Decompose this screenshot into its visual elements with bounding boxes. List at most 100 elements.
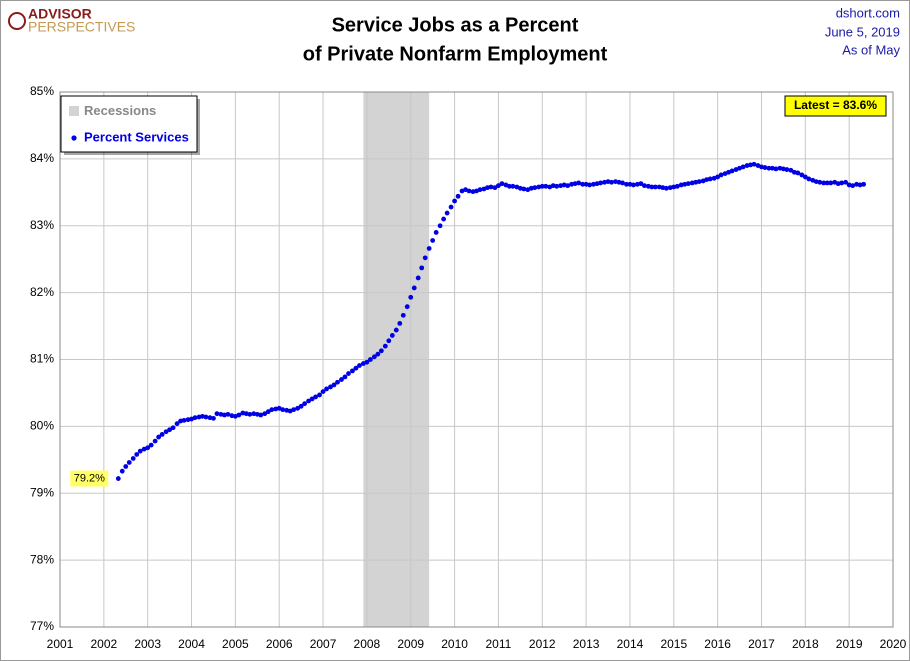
data-point xyxy=(408,294,414,300)
annotation-box xyxy=(70,470,109,487)
data-point xyxy=(718,172,724,178)
data-point xyxy=(324,386,329,392)
x-tick-label: 2019 xyxy=(836,637,863,651)
data-point xyxy=(609,179,614,185)
chart-title: of Private Nonfarm Employment xyxy=(303,43,608,65)
data-point xyxy=(145,445,151,451)
data-point xyxy=(393,327,399,333)
annotation: 79.2% xyxy=(74,472,105,484)
data-point xyxy=(510,183,516,189)
y-tick-label: 80% xyxy=(30,419,54,433)
x-tick-label: 2001 xyxy=(47,637,74,651)
data-point xyxy=(828,180,834,186)
data-point xyxy=(134,452,140,457)
data-point xyxy=(298,403,304,409)
data-point xyxy=(766,165,772,171)
data-point xyxy=(331,382,337,388)
source-text: As of May xyxy=(842,42,900,57)
data-point xyxy=(543,183,549,189)
data-point xyxy=(404,304,410,310)
legend-box xyxy=(60,95,198,153)
data-point xyxy=(291,407,297,413)
data-point xyxy=(751,161,757,167)
data-point xyxy=(850,183,856,189)
data-point xyxy=(167,427,173,433)
y-tick-label: 81% xyxy=(30,352,54,366)
data-point xyxy=(119,468,125,474)
x-tick-label: 2014 xyxy=(617,637,644,651)
data-point xyxy=(123,464,129,469)
data-point xyxy=(521,186,527,192)
data-point xyxy=(448,204,454,210)
data-point xyxy=(506,183,512,189)
data-point xyxy=(444,210,450,216)
data-point xyxy=(565,183,571,189)
data-point xyxy=(295,405,301,411)
data-point xyxy=(843,179,849,185)
source-text: June 5, 2019 xyxy=(825,24,900,39)
data-point xyxy=(598,180,603,186)
data-point xyxy=(477,187,483,193)
data-point xyxy=(192,415,198,421)
data-point xyxy=(174,421,180,427)
data-point xyxy=(824,180,830,186)
data-point xyxy=(715,174,721,180)
data-point xyxy=(346,371,351,376)
data-point xyxy=(386,338,392,344)
data-point xyxy=(821,180,827,186)
x-tick-label: 2020 xyxy=(880,637,907,651)
data-point xyxy=(375,351,381,357)
data-point xyxy=(342,374,348,380)
data-point xyxy=(309,396,315,402)
data-point xyxy=(422,255,428,261)
data-point xyxy=(580,181,585,187)
data-point xyxy=(631,182,636,188)
data-point xyxy=(441,216,447,222)
chart-title: Service Jobs as a Percent xyxy=(332,14,579,36)
data-point xyxy=(532,185,538,191)
data-point xyxy=(328,384,333,390)
x-tick-label: 2003 xyxy=(134,637,161,651)
data-point xyxy=(685,181,691,187)
data-point xyxy=(762,165,768,170)
data-point xyxy=(817,179,823,185)
data-point xyxy=(539,183,545,189)
data-point xyxy=(258,412,264,418)
data-point xyxy=(137,448,143,454)
data-point xyxy=(554,183,560,189)
data-point xyxy=(638,181,644,187)
legend-swatch xyxy=(71,135,77,141)
data-point xyxy=(839,180,845,186)
logo-icon xyxy=(8,12,26,30)
x-tick-label: 2011 xyxy=(486,637,512,651)
data-point xyxy=(492,185,498,191)
y-tick-label: 85% xyxy=(30,84,54,98)
data-point xyxy=(353,365,359,371)
data-point xyxy=(426,246,432,251)
data-point xyxy=(357,363,362,368)
data-point xyxy=(806,176,812,182)
data-point xyxy=(339,377,344,382)
y-tick-label: 78% xyxy=(30,552,54,566)
data-point xyxy=(382,343,388,349)
data-point xyxy=(181,417,187,423)
x-tick-label: 2013 xyxy=(573,637,600,651)
data-point xyxy=(389,333,395,338)
logo-line: PERSPECTIVES xyxy=(28,19,135,35)
data-point xyxy=(433,230,439,235)
x-tick-label: 2018 xyxy=(792,637,819,651)
y-tick-label: 82% xyxy=(30,285,54,299)
plot-area: 77% 78% 79% 80% 81% 82% 83% 84% 85% 2001 2002 2003 2… xyxy=(30,84,907,651)
data-point xyxy=(773,166,779,172)
data-point xyxy=(620,180,625,186)
data-point xyxy=(236,412,242,418)
x-tick-label: 2012 xyxy=(529,637,556,651)
data-point xyxy=(740,164,746,170)
data-point xyxy=(400,312,406,318)
legend-label: Recessions xyxy=(84,103,156,118)
annotation-box xyxy=(784,95,887,117)
x-tick-label: 2015 xyxy=(660,637,687,651)
data-point xyxy=(156,434,162,440)
x-tick-label: 2008 xyxy=(354,637,381,651)
data-point xyxy=(455,193,461,199)
